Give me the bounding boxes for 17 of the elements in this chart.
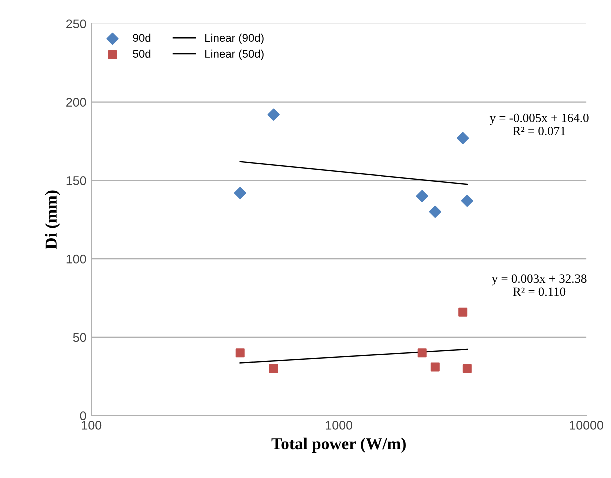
y-tick-label: 0	[80, 412, 86, 421]
x-tick-label: 1000	[326, 421, 353, 430]
legend-label: Linear (90d)	[206, 34, 264, 44]
y-tick-label: 200	[66, 98, 86, 107]
annotation: y = -0.005x + 164.0 R² = 0.071	[490, 114, 589, 136]
y-tick-label: 250	[66, 20, 86, 29]
x-tick-label: 100	[82, 421, 102, 430]
y-tick-label: 50	[73, 333, 86, 342]
annotation: y = 0.003x + 32.38 R² = 0.110	[492, 274, 587, 296]
y-tick-label: 100	[66, 254, 86, 264]
x-tick-label: 10000	[570, 421, 604, 430]
legend-label: Linear (50d)	[206, 50, 264, 60]
y-axis-title: Di (mm)	[45, 190, 60, 250]
x-axis-title: Total power (W/m)	[272, 438, 406, 454]
legend-label: 50d	[133, 50, 151, 58]
y-tick-label: 150	[66, 176, 86, 186]
legend-label: 90d	[133, 34, 151, 42]
